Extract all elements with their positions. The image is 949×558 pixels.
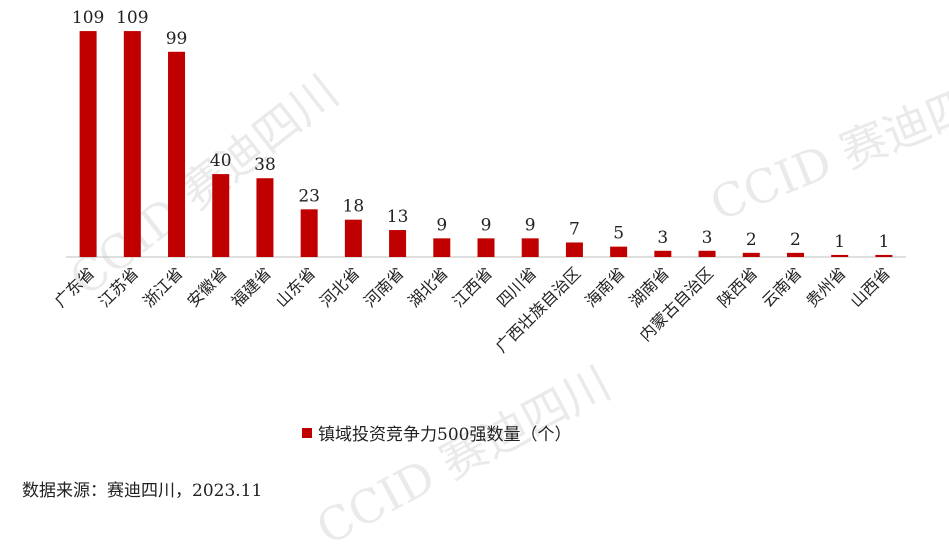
category-label: 陕西省 — [714, 264, 761, 311]
bar — [300, 209, 318, 257]
legend-swatch — [302, 427, 312, 438]
category-label: 浙江省 — [139, 264, 186, 311]
bar — [654, 250, 672, 257]
data-label: 5 — [613, 224, 624, 244]
legend: 镇域投资竞争力500强数量（个） — [302, 420, 571, 445]
bar — [698, 250, 716, 257]
bar — [433, 238, 451, 257]
bar — [79, 31, 97, 258]
bar — [477, 238, 495, 257]
category-label: 海南省 — [581, 264, 628, 311]
data-label: 23 — [298, 186, 320, 206]
bar — [344, 219, 362, 257]
category-label: 河南省 — [360, 264, 407, 311]
bar — [786, 252, 804, 257]
bar-chart: 109广东省109江苏省99浙江省40安徽省38福建省23山东省18河北省13河… — [51, 8, 906, 356]
bar — [123, 31, 141, 258]
category-label: 广东省 — [51, 264, 98, 311]
bar — [168, 51, 186, 257]
data-label: 9 — [436, 215, 447, 235]
bar — [212, 174, 230, 257]
bar — [742, 252, 760, 257]
bar — [610, 246, 628, 257]
bar — [389, 230, 407, 257]
data-label: 3 — [702, 228, 713, 248]
data-label: 1 — [878, 232, 889, 252]
category-label: 湖北省 — [404, 264, 451, 311]
data-label: 109 — [72, 8, 104, 28]
bar — [565, 242, 583, 257]
data-label: 13 — [387, 207, 409, 227]
category-label: 福建省 — [228, 264, 275, 311]
category-label: 山西省 — [847, 264, 894, 311]
data-label: 40 — [210, 151, 232, 171]
data-label: 9 — [525, 215, 536, 235]
data-label: 1 — [834, 232, 845, 252]
data-label: 2 — [746, 230, 757, 250]
data-label: 38 — [254, 155, 276, 175]
category-label: 云南省 — [758, 264, 805, 311]
category-label: 江苏省 — [95, 264, 142, 311]
data-label: 3 — [657, 228, 668, 248]
bar — [875, 254, 893, 257]
data-label: 109 — [116, 8, 148, 28]
category-label: 河北省 — [316, 264, 363, 311]
category-label: 安徽省 — [183, 264, 230, 311]
category-label: 贵州省 — [802, 264, 849, 311]
category-label: 山东省 — [272, 264, 319, 311]
category-label: 江西省 — [449, 264, 496, 311]
data-label: 7 — [569, 219, 580, 239]
data-label: 99 — [166, 29, 188, 49]
data-label: 9 — [481, 215, 492, 235]
source-note: 数据来源：赛迪四川，2023.11 — [22, 481, 263, 501]
data-label: 18 — [343, 197, 365, 217]
data-label: 2 — [790, 230, 801, 250]
bar — [831, 254, 849, 257]
bar — [256, 178, 274, 257]
bar — [521, 238, 539, 257]
legend-label: 镇域投资竞争力500强数量（个） — [318, 425, 572, 445]
